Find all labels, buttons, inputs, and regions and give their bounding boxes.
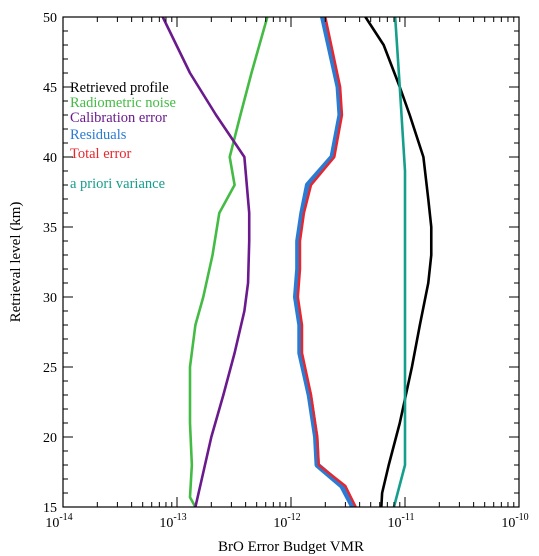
y-axis-label: Retrieval level (km) bbox=[8, 202, 24, 323]
series-line-retrieved-profile bbox=[364, 17, 433, 507]
x-tick-label: 10-13 bbox=[159, 512, 186, 531]
legend-entry-radiometric-noise: Radiometric noise bbox=[70, 95, 176, 111]
legend-entry-a-priori-variance: a priori variance bbox=[70, 176, 165, 192]
y-tick-label: 35 bbox=[43, 221, 57, 236]
series-line-radiometric-noise bbox=[188, 17, 269, 507]
series-layer bbox=[161, 17, 433, 507]
x-tick-label: 10-11 bbox=[388, 512, 415, 531]
series-line-a-priori-variance bbox=[392, 17, 407, 507]
series-line-total-error bbox=[296, 17, 357, 507]
x-tick-label: 10-10 bbox=[501, 512, 528, 531]
x-axis-label: BrO Error Budget VMR bbox=[218, 539, 364, 555]
y-tick-label: 25 bbox=[43, 361, 57, 376]
y-tick-label: 50 bbox=[43, 11, 57, 26]
y-tick-label: 40 bbox=[43, 151, 57, 166]
series-line-calibration-error bbox=[161, 17, 251, 507]
y-tick-label: 30 bbox=[43, 291, 57, 306]
legend-entry-residuals: Residuals bbox=[70, 127, 127, 143]
y-tick-label: 15 bbox=[43, 501, 57, 516]
y-tick-label: 45 bbox=[43, 81, 57, 96]
ticks-layer bbox=[62, 16, 520, 508]
tick-labels: 10-14 10-13 10-12 10-11 10-10 15 20 25 30 35 40 45 5… bbox=[43, 11, 529, 531]
y-tick-label: 20 bbox=[43, 431, 57, 446]
x-tick-label: 10-14 bbox=[45, 512, 72, 531]
x-tick-label: 10-12 bbox=[273, 512, 300, 531]
legend-entry-calibration-error: Calibration error bbox=[70, 110, 167, 126]
legend-entry-total-error: Total error bbox=[70, 146, 132, 162]
series-line-residuals bbox=[292, 17, 356, 507]
legend-entry-retrieved-profile: Retrieved profile bbox=[70, 80, 169, 96]
